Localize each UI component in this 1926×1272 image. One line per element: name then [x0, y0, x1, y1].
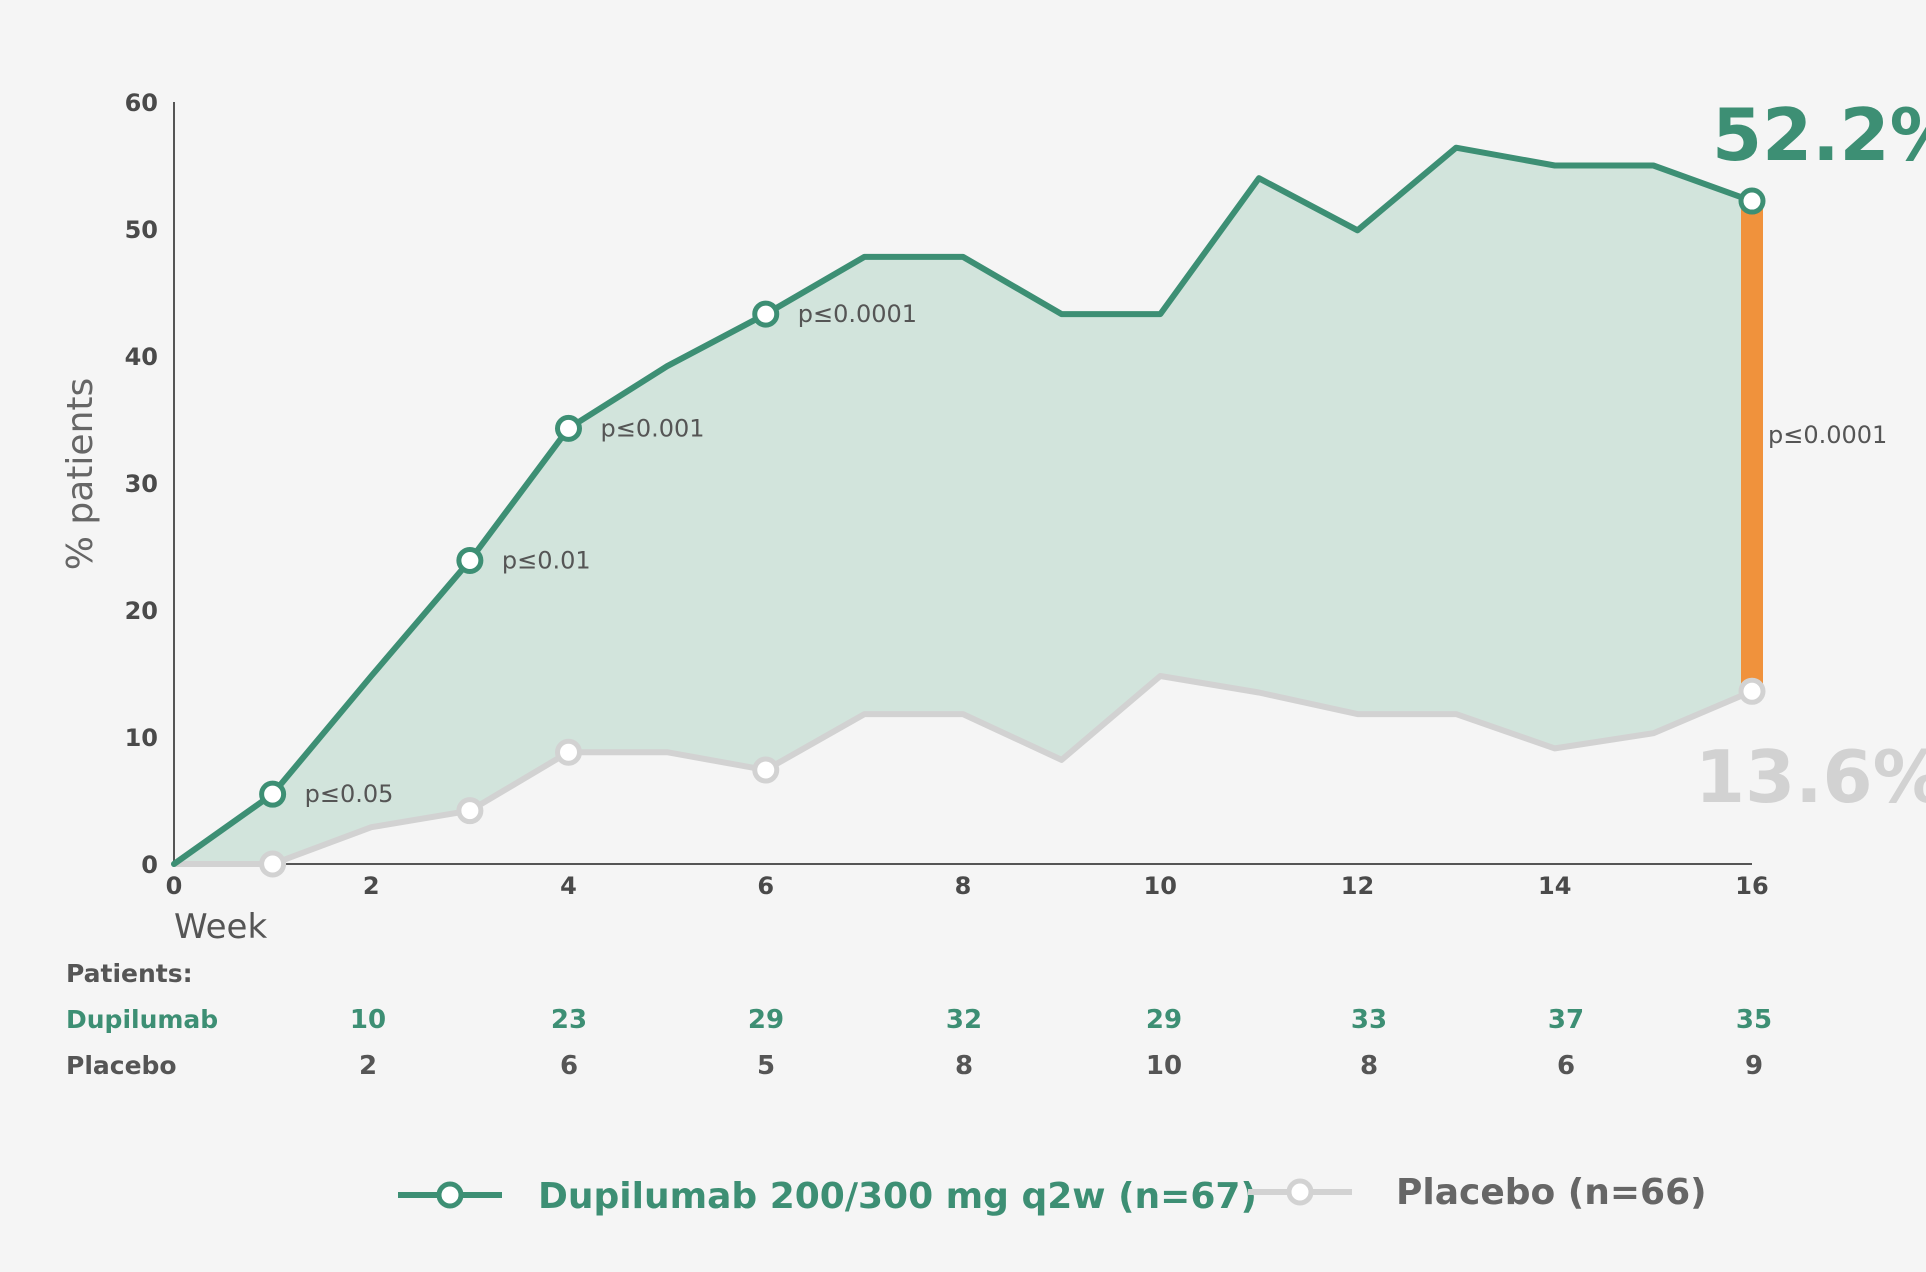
placebo-marker — [259, 850, 287, 878]
p-value-label: p≤0.001 — [601, 414, 705, 442]
dupilumab-marker — [1738, 187, 1766, 215]
legend-placebo-marker — [1286, 1178, 1314, 1206]
legend-dupilumab-marker — [436, 1181, 464, 1209]
x-tick-label: 4 — [560, 872, 577, 900]
placebo-marker — [752, 756, 780, 784]
x-tick-label: 0 — [166, 872, 183, 900]
patients-counts: 10 23 29 32 29 33 37 35 2 6 5 8 10 8 6 9 — [350, 1005, 1772, 1081]
placebo-count: 10 — [1146, 1051, 1182, 1081]
y-tick-label: 50 — [125, 216, 158, 244]
dupilumab-marker — [259, 780, 287, 808]
x-tick-label: 6 — [757, 872, 774, 900]
dupilumab-count: 37 — [1548, 1005, 1584, 1035]
y-tick-label: 30 — [125, 470, 158, 498]
dupilumab-count: 35 — [1736, 1005, 1772, 1035]
y-tick-labels: 0 10 20 30 40 50 60 — [125, 89, 158, 879]
x-tick-label: 12 — [1341, 872, 1374, 900]
placebo-line — [171, 673, 1755, 867]
x-tick-label: 14 — [1538, 872, 1571, 900]
patients-title: Patients: — [66, 959, 193, 988]
dupilumab-count: 10 — [350, 1005, 386, 1035]
placebo-count: 2 — [359, 1051, 377, 1081]
y-tick-label: 10 — [125, 724, 158, 752]
placebo-count: 6 — [1557, 1051, 1575, 1081]
dupilumab-count: 29 — [748, 1005, 784, 1035]
end-pvalue: p≤0.0001 — [1768, 421, 1887, 449]
placebo-count: 6 — [560, 1051, 578, 1081]
x-tick-label: 10 — [1144, 872, 1177, 900]
dupilumab-marker — [555, 414, 582, 442]
dupilumab-count: 32 — [946, 1005, 982, 1035]
dupilumab-marker — [456, 546, 484, 574]
x-tick-label: 2 — [363, 872, 380, 900]
dupilumab-count: 33 — [1351, 1005, 1387, 1035]
placebo-markers — [259, 677, 1766, 878]
dupilumab-count: 23 — [551, 1005, 587, 1035]
y-tick-label: 0 — [141, 851, 158, 879]
x-tick-label: 16 — [1735, 872, 1768, 900]
difference-area — [174, 147, 1752, 864]
legend-placebo-label: Placebo (n=66) — [1396, 1172, 1707, 1213]
placebo-marker — [1738, 677, 1766, 705]
legend: Dupilumab 200/300 mg q2w (n=67) Placebo … — [398, 1172, 1707, 1217]
placebo-marker — [456, 797, 484, 825]
p-value-label: p≤0.0001 — [798, 300, 917, 328]
y-axis-label: % patients — [60, 378, 101, 571]
p-value-annotations: p≤0.05 p≤0.01 p≤0.001 p≤0.0001 — [305, 300, 917, 808]
x-axis-label: Week — [174, 907, 267, 947]
p-value-label: p≤0.05 — [305, 780, 394, 808]
legend-dupilumab-label: Dupilumab 200/300 mg q2w (n=67) — [538, 1176, 1257, 1217]
x-tick-label: 8 — [955, 872, 972, 900]
dupilumab-marker — [752, 300, 780, 328]
y-tick-label: 20 — [125, 597, 158, 625]
placebo-count: 5 — [757, 1051, 775, 1081]
placebo-row-label: Placebo — [66, 1051, 177, 1080]
placebo-marker — [555, 738, 582, 766]
dupilumab-count: 29 — [1146, 1005, 1182, 1035]
week16-difference-bar — [1741, 201, 1763, 692]
dupilumab-row-label: Dupilumab — [66, 1005, 218, 1034]
y-tick-label: 60 — [125, 89, 158, 117]
placebo-count: 9 — [1745, 1051, 1763, 1081]
placebo-count: 8 — [1360, 1051, 1378, 1081]
placebo-count: 8 — [955, 1051, 973, 1081]
y-tick-label: 40 — [125, 343, 158, 371]
dupilumab-line — [171, 144, 1755, 867]
dupilumab-end-value: 52.2% — [1712, 93, 1926, 177]
placebo-end-value: 13.6% — [1695, 735, 1926, 819]
x-tick-labels: 0 2 4 6 8 10 12 14 16 — [166, 872, 1769, 900]
dupilumab-markers — [259, 187, 1766, 808]
p-value-label: p≤0.01 — [502, 546, 591, 574]
